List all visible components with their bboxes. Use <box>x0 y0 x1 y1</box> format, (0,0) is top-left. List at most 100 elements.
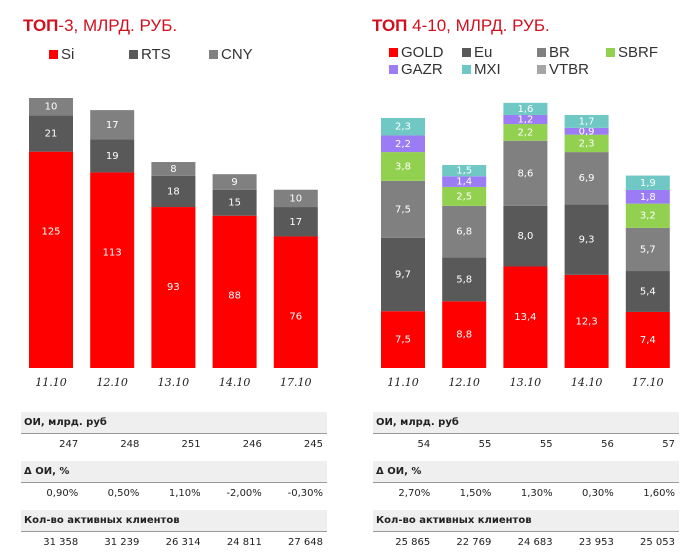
bar-segment-br-13-10 <box>503 140 548 206</box>
table-cell: 1,50% <box>459 488 492 499</box>
data-label: 3,2 <box>640 211 656 222</box>
table-row-header: Кол-во активных клиентов <box>21 510 327 532</box>
legend-item-rts: RTS <box>129 46 171 63</box>
data-label: 7,4 <box>640 335 656 346</box>
data-label: 12,3 <box>575 316 597 327</box>
legend-item-mxi: MXI <box>462 61 501 78</box>
legend-swatch <box>606 48 615 57</box>
bar-segment-br-11-10 <box>381 180 425 238</box>
bar-segment-eu-12-10 <box>442 257 487 302</box>
data-label: 17 <box>289 217 302 228</box>
x-tick-label: 12.10 <box>448 376 480 389</box>
bar-segment-gold-13-10 <box>503 266 548 368</box>
data-label: 8 <box>170 164 176 175</box>
table-cell: 54 <box>417 439 431 450</box>
data-label: 93 <box>167 282 180 293</box>
table-cell: 2,70% <box>398 488 431 499</box>
data-label: 3,8 <box>395 161 411 172</box>
table-cell: 245 <box>303 439 324 450</box>
table-cell: 1,60% <box>643 488 676 499</box>
bar-segment-mxi-14-10 <box>564 114 609 128</box>
legend-swatch <box>129 50 138 59</box>
legend-label: RTS <box>141 46 171 63</box>
x-tick-label: 12.10 <box>96 376 128 389</box>
data-label: 6,8 <box>456 227 472 238</box>
legend-item-cny: CNY <box>209 46 253 63</box>
legend-item-sbrf: SBRF <box>606 44 658 61</box>
table-row-header: Δ ОИ, % <box>21 461 327 483</box>
chart-title-top4-10: ТОП 4-10, МЛРД. РУБ. <box>372 16 550 36</box>
legend-label: CNY <box>221 46 253 63</box>
data-label: 125 <box>41 227 60 238</box>
x-tick-label: 17.10 <box>280 376 312 389</box>
bar-segment-mxi-13-10 <box>503 102 548 115</box>
table-row: 2,70% 1,50% 1,30% 0,30% 1,60% <box>373 483 679 510</box>
bar-segment-sbrf-13-10 <box>503 124 548 141</box>
bar-segment-br-12-10 <box>442 205 487 258</box>
legend-label: Eu <box>474 44 493 61</box>
table-cell: -0,30% <box>287 488 324 499</box>
data-label: 21 <box>45 128 58 139</box>
data-label: 10 <box>289 193 302 204</box>
bar-segment-cny-17-10 <box>273 189 318 208</box>
data-label: 15 <box>228 198 241 209</box>
legend-swatch <box>537 48 546 57</box>
bar-segment-rts-17-10 <box>273 207 318 237</box>
bar-segment-mxi-12-10 <box>442 164 487 177</box>
table-cell: 24 811 <box>226 537 262 548</box>
bar-segment-br-14-10 <box>564 152 609 205</box>
bar-segment-sbrf-14-10 <box>564 134 609 153</box>
data-label: 5,8 <box>456 274 472 285</box>
data-label: 9,3 <box>579 235 595 246</box>
data-label: 1,2 <box>517 115 533 126</box>
legend-swatch <box>389 65 398 74</box>
table-cell: 26 314 <box>165 537 201 548</box>
table-cell: 31 239 <box>104 537 140 548</box>
data-label: 8,0 <box>517 231 533 242</box>
data-label: 9 <box>231 177 237 188</box>
table-cell: 23 953 <box>578 537 614 548</box>
data-label: 6,9 <box>579 173 595 184</box>
data-label: 88 <box>228 291 241 302</box>
bar-segment-eu-17-10 <box>625 271 670 312</box>
bar-segment-rts-12-10 <box>90 139 135 173</box>
table-cell: 56 <box>601 439 614 450</box>
table-cell: 55 <box>478 439 492 450</box>
x-tick-label: 13.10 <box>158 376 190 389</box>
bar-segment-gold-12-10 <box>442 301 487 368</box>
bar-segment-si-12-10 <box>90 172 135 368</box>
table-cell: 1,30% <box>520 488 553 499</box>
table-cell: 251 <box>181 439 201 450</box>
data-label: 7,5 <box>395 204 411 215</box>
data-label: 18 <box>167 186 180 197</box>
data-label: 1,9 <box>640 178 656 189</box>
data-label: 0,9 <box>579 126 595 137</box>
table-cell: 31 358 <box>43 537 79 548</box>
x-tick-label: 14.10 <box>219 376 251 389</box>
table-row-header: ОИ, млрд. руб <box>373 412 679 434</box>
legend-swatch <box>462 65 471 74</box>
data-label: 2,5 <box>456 191 472 202</box>
x-tick-label: 13.10 <box>510 376 542 389</box>
chart-title-bold: ТОП <box>23 16 59 35</box>
table-cell: 57 <box>662 439 676 450</box>
data-label: 10 <box>45 102 58 113</box>
bar-segment-cny-12-10 <box>90 110 135 140</box>
bar-segment-br-17-10 <box>625 227 670 272</box>
bar-segment-rts-11-10 <box>29 115 73 152</box>
data-label: 2,2 <box>395 139 411 150</box>
data-label: 19 <box>106 151 119 162</box>
bar-segment-gold-17-10 <box>625 311 670 368</box>
table-row: 247 248 251 246 245 <box>21 434 327 461</box>
bar-segment-cny-11-10 <box>29 98 73 116</box>
table-cell: 25 865 <box>395 537 431 548</box>
table-cell: 0,30% <box>582 488 614 499</box>
chart-title-rest: -3, МЛРД. РУБ. <box>58 16 178 35</box>
table-cell: 22 769 <box>456 537 492 548</box>
table-cell: 0,90% <box>46 488 79 499</box>
data-label: 13,4 <box>514 312 536 323</box>
bar-segment-gazr-11-10 <box>381 135 425 153</box>
bar-segment-gazr-17-10 <box>625 189 670 204</box>
data-label: 5,7 <box>640 244 656 255</box>
table-cell: 248 <box>120 439 140 450</box>
